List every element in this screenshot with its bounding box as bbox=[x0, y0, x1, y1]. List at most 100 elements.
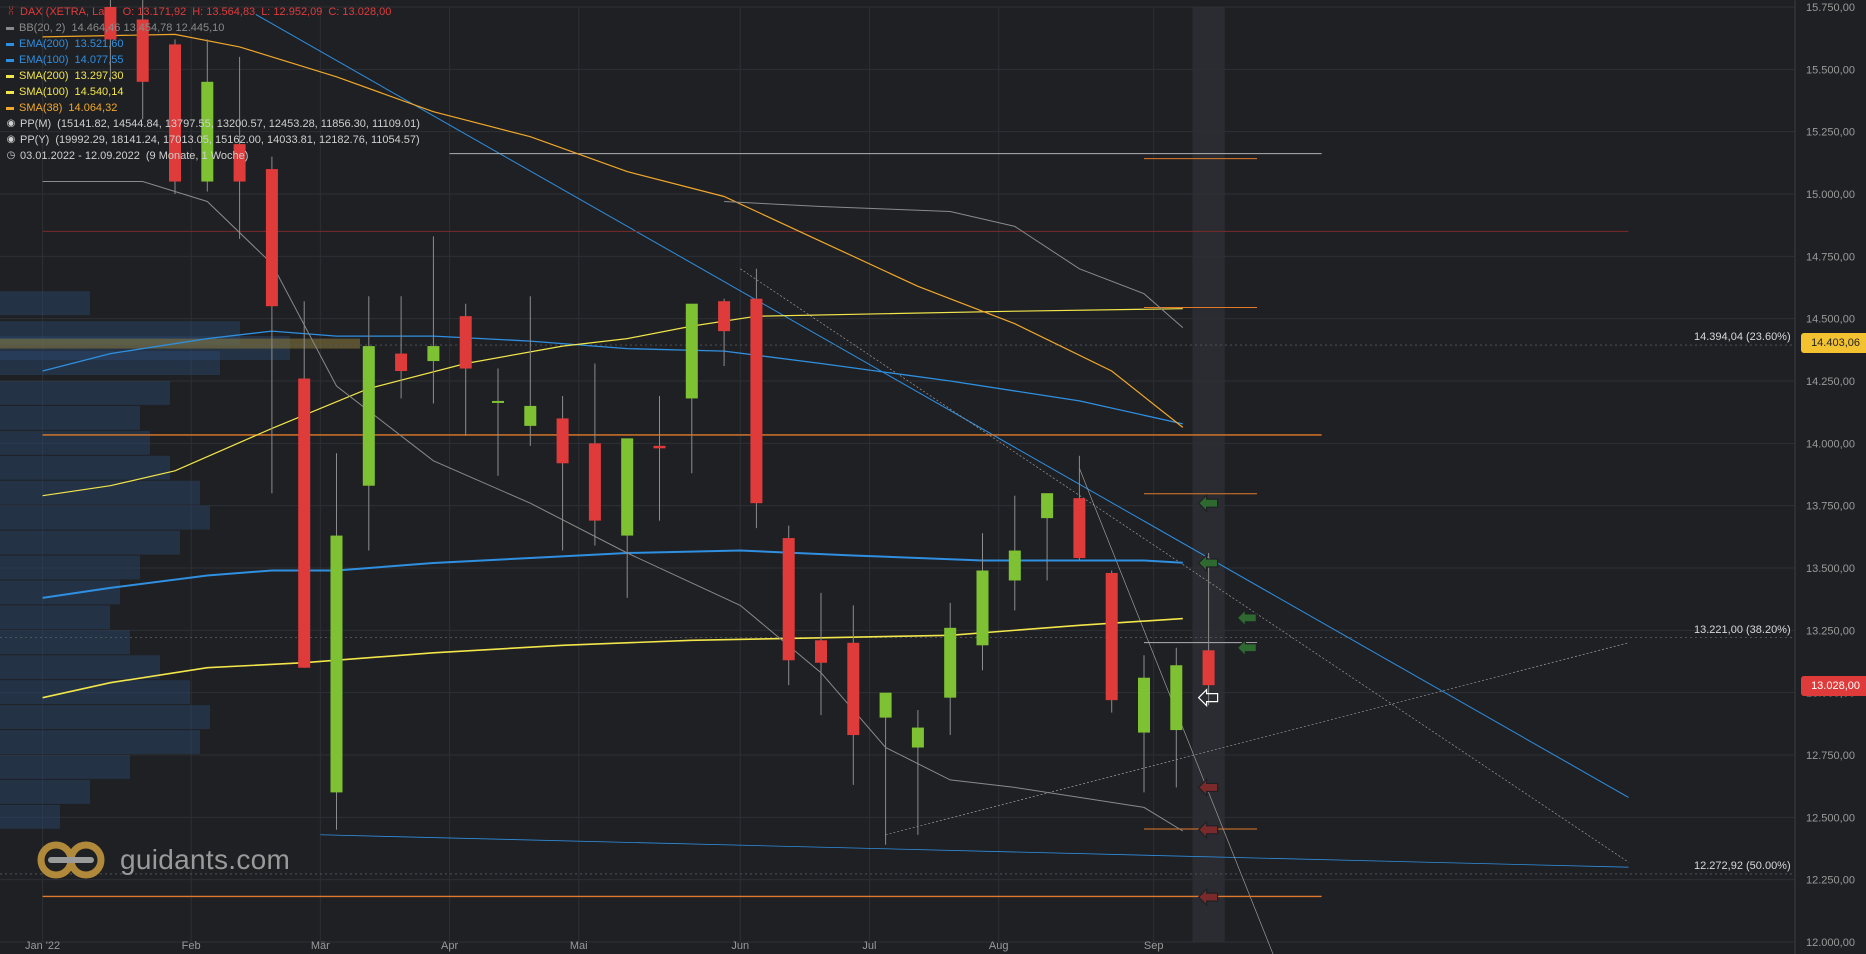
indicator-line-sma-200- bbox=[42, 617, 1183, 699]
arrow-left-icon bbox=[1197, 777, 1219, 797]
legend-ppm[interactable]: ◉ PP(M) (15141.82, 14544.84, 13797.55, 132… bbox=[6, 116, 420, 132]
legend-close: C: 13.028,00 bbox=[328, 6, 392, 18]
bb-swatch bbox=[6, 26, 14, 30]
candle-up bbox=[1041, 493, 1054, 519]
legend-range: ◷ 03.01.2022 - 12.09.2022 (9 Monate, 1 Woc… bbox=[6, 148, 420, 164]
y-tick-label: 13.250,00 bbox=[1806, 625, 1855, 637]
candle-down bbox=[1073, 498, 1086, 559]
y-tick-label: 12.250,00 bbox=[1806, 875, 1855, 887]
x-tick-label: Aug bbox=[989, 940, 1009, 952]
x-tick-label: Apr bbox=[441, 940, 458, 952]
range-label: 03.01.2022 - 12.09.2022 bbox=[20, 150, 140, 162]
volume-poc-bar bbox=[0, 338, 360, 349]
x-tick-label: Jun bbox=[731, 940, 749, 952]
candle-down bbox=[782, 538, 795, 661]
candle-down bbox=[750, 298, 763, 504]
volume-profile-bar bbox=[0, 505, 210, 530]
legend-sma38[interactable]: SMA(38) 14.064,32 bbox=[6, 100, 420, 116]
volume-profile-bar bbox=[0, 291, 90, 316]
legend-high: H: 13.564,83 bbox=[192, 6, 256, 18]
volume-profile-bar bbox=[0, 804, 60, 829]
candle-down bbox=[233, 144, 246, 182]
candle-down bbox=[718, 301, 731, 332]
legend-ema200[interactable]: EMA(200) 13.521,60 bbox=[6, 36, 420, 52]
sma38-value: 14.064,32 bbox=[68, 102, 118, 114]
volume-profile-bar bbox=[0, 705, 210, 730]
legend-ema100[interactable]: EMA(100) 14.077,55 bbox=[6, 52, 420, 68]
y-tick-label: 14.750,00 bbox=[1806, 251, 1855, 263]
candle-down bbox=[169, 44, 181, 182]
range-duration: (9 Monate, 1 Woche) bbox=[145, 150, 249, 162]
candle-down bbox=[459, 316, 472, 369]
legend-sma200[interactable]: SMA(200) 13.297,30 bbox=[6, 68, 420, 84]
candle-up bbox=[911, 727, 924, 748]
ppy-label: PP(Y) bbox=[20, 134, 50, 146]
indicator-line-sma-100- bbox=[42, 308, 1183, 497]
bb-values: 14.464,46 13.454,78 12.445,10 bbox=[71, 22, 225, 34]
candle-down bbox=[588, 443, 601, 521]
legend-sma100[interactable]: SMA(100) 14.540,14 bbox=[6, 84, 420, 100]
candle-down bbox=[847, 642, 860, 736]
candle-up bbox=[201, 81, 214, 182]
current-week-band bbox=[1192, 7, 1225, 942]
sma200-label: SMA(200) bbox=[19, 70, 69, 82]
volume-profile-bar bbox=[0, 430, 150, 455]
candle-down bbox=[815, 640, 827, 663]
candle-up bbox=[1170, 665, 1183, 731]
legend-title: DAX (XETRA, Last) bbox=[20, 6, 117, 18]
chart-legend: ⩆ DAX (XETRA, Last) O: 13.171,92 H: 13.5… bbox=[6, 4, 420, 164]
sma38-label: SMA(38) bbox=[19, 102, 63, 114]
candle-down bbox=[1105, 572, 1118, 701]
target-icon: ◉ bbox=[6, 134, 16, 145]
x-tick-label: Mär bbox=[311, 940, 330, 952]
ppy-values: (19992.29, 18141.24, 17013.05, 15162.00,… bbox=[55, 134, 420, 146]
candle-up bbox=[879, 692, 892, 718]
y-tick-label: 15.750,00 bbox=[1806, 2, 1855, 14]
candle-up bbox=[1008, 550, 1021, 581]
trend-line bbox=[320, 834, 1629, 868]
arrow-left-icon bbox=[1197, 820, 1219, 840]
target-icon: ◉ bbox=[6, 118, 16, 129]
y-tick-label: 14.000,00 bbox=[1806, 438, 1855, 450]
y-tick-label: 15.000,00 bbox=[1806, 189, 1855, 201]
sma100-value: 14.540,14 bbox=[74, 86, 124, 98]
bb-label: BB(20, 2) bbox=[19, 22, 66, 34]
x-tick-label: Sep bbox=[1144, 940, 1164, 952]
candle-down bbox=[265, 169, 278, 307]
indicator-line-bb-20-2- bbox=[724, 201, 1184, 328]
volume-profile-bar bbox=[0, 405, 140, 430]
ppm-values: (15141.82, 14544.84, 13797.55, 13200.57,… bbox=[57, 118, 420, 130]
price-tag-last: 13.028,00 bbox=[1801, 675, 1866, 696]
volume-profile-bar bbox=[0, 680, 190, 705]
legend-low: L: 12.952,09 bbox=[261, 6, 323, 18]
candle-up bbox=[685, 303, 698, 399]
volume-profile-bar bbox=[0, 730, 200, 754]
x-tick-label: Jul bbox=[862, 940, 876, 952]
ppm-label: PP(M) bbox=[20, 118, 52, 130]
legend-ppy[interactable]: ◉ PP(Y) (19992.29, 18141.24, 17013.05, 151… bbox=[6, 132, 420, 148]
ema200-swatch bbox=[6, 42, 14, 46]
arrow-left-icon bbox=[1197, 688, 1219, 708]
candle-up bbox=[1138, 677, 1150, 733]
candle-down bbox=[653, 445, 666, 449]
y-tick-label: 14.250,00 bbox=[1806, 376, 1855, 388]
sma200-value: 13.297,30 bbox=[74, 70, 124, 82]
candle-down bbox=[298, 378, 311, 668]
arrow-left-icon bbox=[1236, 638, 1257, 658]
legend-title-row: ⩆ DAX (XETRA, Last) O: 13.171,92 H: 13.5… bbox=[6, 4, 420, 20]
candle-up bbox=[524, 405, 537, 426]
guidants-logo-icon bbox=[37, 841, 105, 879]
ema200-label: EMA(200) bbox=[19, 38, 69, 50]
legend-bb[interactable]: BB(20, 2) 14.464,46 13.454,78 12.445,10 bbox=[6, 20, 420, 36]
logo-text: guidants.com bbox=[120, 844, 291, 875]
volume-profile-bar bbox=[0, 555, 140, 580]
candle-up bbox=[427, 346, 440, 362]
volume-profile-bar bbox=[0, 605, 110, 630]
sma38-swatch bbox=[6, 106, 14, 110]
x-tick-label: Mai bbox=[570, 940, 588, 952]
y-tick-label: 15.250,00 bbox=[1806, 127, 1855, 139]
legend-open: O: 13.171,92 bbox=[122, 6, 187, 18]
clock-icon: ◷ bbox=[6, 150, 16, 161]
arrow-left-icon bbox=[1197, 553, 1219, 573]
